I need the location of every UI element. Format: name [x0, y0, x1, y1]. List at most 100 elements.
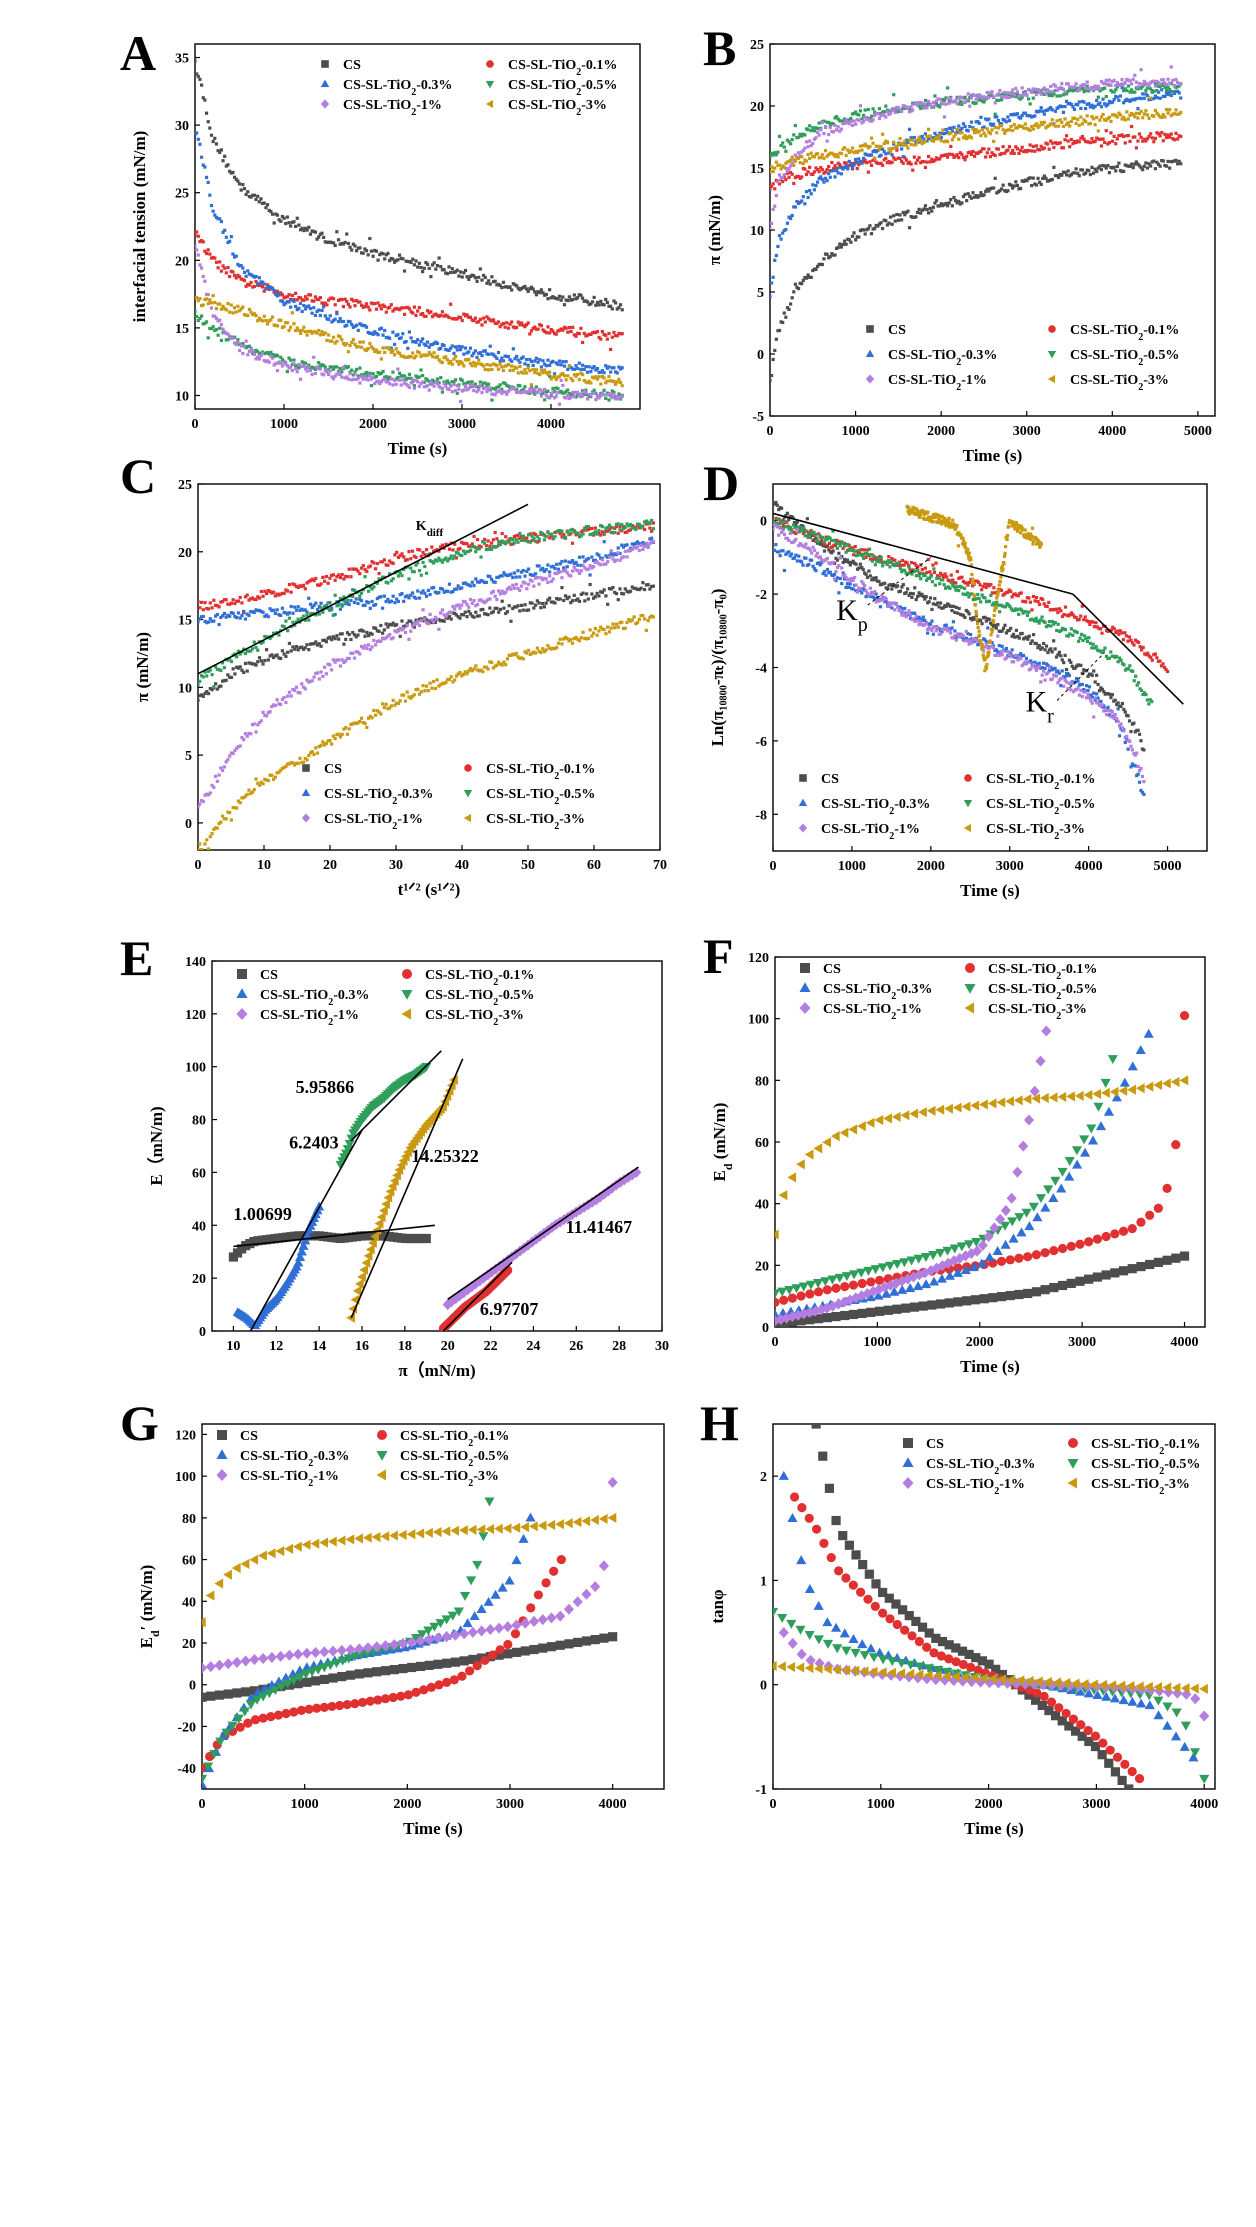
data-point [389, 561, 394, 565]
data-point [775, 503, 779, 507]
data-point [199, 674, 204, 678]
data-point [583, 599, 587, 603]
data-point [570, 569, 575, 573]
data-point [301, 647, 306, 651]
data-point [417, 305, 421, 310]
legend-entry-p01: CS-SL-TiO2-0.1% [1048, 323, 1179, 343]
data-point [445, 348, 449, 352]
data-point [477, 358, 481, 362]
legend-label-p03: CS-SL-TiO2-0.3% [888, 348, 997, 368]
data-point [356, 376, 360, 380]
data-point [250, 723, 255, 727]
data-point [252, 352, 256, 356]
data-point [860, 148, 864, 152]
data-point [244, 313, 248, 317]
data-point [331, 573, 335, 577]
data-point [290, 298, 294, 302]
data-point [609, 626, 613, 630]
data-point [270, 591, 274, 595]
data-point [623, 549, 627, 553]
data-point [327, 368, 331, 372]
data-point [481, 579, 485, 583]
data-point [314, 671, 318, 676]
data-point [579, 534, 583, 538]
data-point [261, 201, 265, 206]
data-point [771, 182, 775, 186]
data-point [326, 601, 330, 605]
data-point [556, 329, 560, 333]
data-point [890, 160, 894, 164]
data-point [1164, 135, 1169, 140]
data-point [468, 274, 473, 279]
data-point [315, 366, 319, 370]
data-point [461, 549, 466, 553]
data-point [376, 371, 380, 375]
data-point [863, 232, 867, 236]
data-point [205, 792, 209, 796]
data-point [1137, 82, 1142, 86]
data-point [472, 274, 476, 278]
data-point [546, 395, 550, 399]
data-point [567, 532, 571, 536]
data-point [1058, 94, 1062, 98]
data-point [474, 577, 478, 581]
data-point [521, 534, 525, 538]
data-point [521, 355, 525, 359]
data-point [322, 638, 327, 642]
data-point [477, 614, 481, 618]
data-point [515, 325, 519, 330]
data-point [350, 322, 354, 327]
data-point [583, 527, 587, 532]
data-point [391, 636, 395, 640]
data-point [284, 611, 288, 615]
data-point [1172, 91, 1177, 96]
data-point [885, 110, 889, 114]
data-layer-D [773, 500, 1170, 796]
data-point [417, 384, 421, 388]
data-point [574, 568, 578, 572]
data-point [855, 160, 859, 165]
data-point [597, 375, 601, 379]
data-point [599, 299, 603, 303]
data-point [577, 555, 582, 559]
data-point [842, 239, 847, 243]
data-point [198, 77, 202, 81]
data-point [345, 323, 349, 327]
data-point [560, 642, 564, 646]
data-point [639, 586, 643, 590]
data-point [530, 573, 534, 577]
data-point [241, 266, 245, 270]
data-point [564, 360, 568, 364]
data-point [808, 165, 812, 169]
data-point [245, 612, 249, 616]
data-point [920, 592, 924, 596]
data-point [1122, 134, 1126, 139]
data-point [958, 128, 962, 132]
data-point [493, 580, 497, 584]
data-point [895, 584, 900, 588]
data-point [400, 552, 404, 556]
data-point [612, 379, 616, 384]
data-point [235, 665, 239, 669]
data-point [303, 687, 307, 691]
data-point [1168, 90, 1172, 94]
data-point [472, 599, 476, 603]
data-point [386, 335, 390, 339]
data-point [648, 541, 652, 546]
data-point [528, 572, 532, 577]
data-point [1025, 179, 1029, 183]
data-point [456, 672, 460, 676]
data-point [876, 224, 880, 228]
data-point [552, 396, 557, 400]
data-point [1166, 159, 1170, 164]
data-point [999, 152, 1004, 156]
data-point [615, 307, 619, 311]
data-point [195, 244, 197, 248]
data-point [315, 611, 320, 616]
data-point [388, 559, 392, 563]
data-point [406, 305, 410, 310]
data-point [493, 594, 497, 598]
data-point [257, 783, 262, 787]
data-point [201, 96, 205, 100]
data-point [1055, 94, 1059, 98]
